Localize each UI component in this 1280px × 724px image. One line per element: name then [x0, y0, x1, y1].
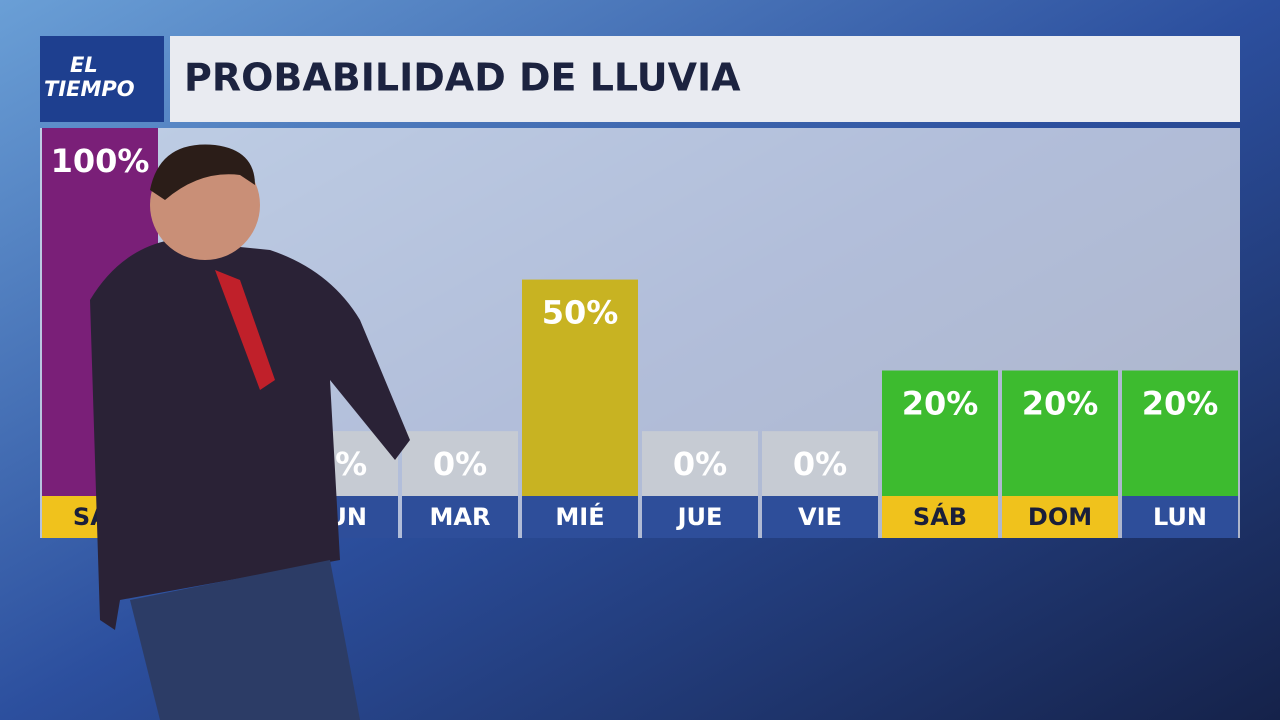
x-tick-label: SÁB [913, 502, 967, 531]
bar [762, 431, 878, 496]
bar [1122, 370, 1238, 496]
value-label: 50% [542, 294, 619, 332]
x-tick-label: MAR [430, 503, 491, 531]
day-strip [402, 496, 518, 538]
logo-line: EL [70, 53, 98, 77]
x-tick-label: VIE [798, 503, 842, 531]
day-strip [1122, 496, 1238, 538]
bar [402, 431, 518, 496]
x-tick-label: LUN [1153, 503, 1207, 531]
day-strip [1002, 496, 1118, 538]
bar [882, 370, 998, 496]
day-strip [522, 496, 638, 538]
bar [1002, 370, 1118, 496]
value-label: 20% [1022, 385, 1099, 423]
value-label: 0% [673, 445, 727, 483]
chart-title: PROBABILIDAD DE LLUVIA [184, 56, 741, 100]
value-label: 20% [1142, 385, 1219, 423]
logo-box [40, 36, 164, 122]
value-label: 0% [433, 445, 487, 483]
bar [642, 431, 758, 496]
value-label: 0% [793, 445, 847, 483]
day-strip [882, 496, 998, 538]
day-strip [762, 496, 878, 538]
title-box [170, 36, 1240, 122]
value-label: 20% [902, 385, 979, 423]
bar [522, 279, 638, 496]
x-tick-label: MIÉ [555, 502, 604, 531]
presenter [90, 144, 410, 720]
x-tick-label: JUE [676, 503, 723, 531]
day-strip [642, 496, 758, 538]
logo-line: TIEMPO [44, 77, 135, 101]
x-tick-label: DOM [1028, 503, 1092, 531]
value-label: 100% [51, 142, 150, 180]
